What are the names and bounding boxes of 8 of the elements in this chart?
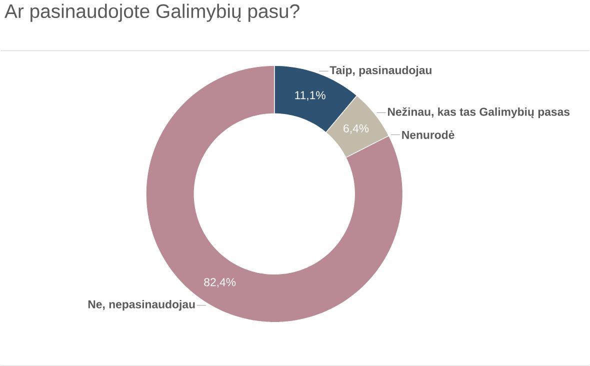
chart-title: Ar pasinaudojote Galimybių pasu? bbox=[4, 4, 300, 22]
data-label: 11,1% bbox=[295, 91, 326, 100]
data-label: 6,4% bbox=[344, 124, 369, 134]
slice-label: Taip, pasinaudojau bbox=[330, 66, 432, 76]
slice-label: Nežinau, kas tas Galimybių pasas bbox=[388, 107, 570, 118]
data-label: 82,4% bbox=[204, 278, 236, 288]
legend-label: Nenurodė bbox=[402, 130, 454, 139]
slice-label: Ne, nepasinaudojau bbox=[88, 300, 195, 310]
